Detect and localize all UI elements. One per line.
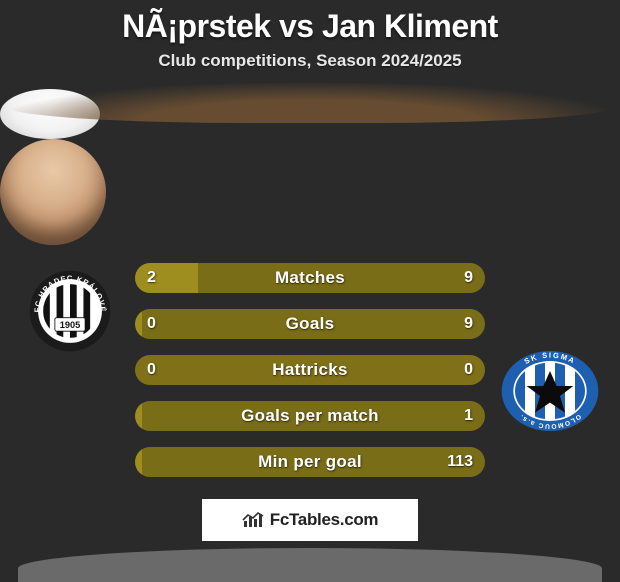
stat-bars: Matches 2 9 Goals 0 9 Hattricks 0 0 Goals per mat… [135, 245, 485, 477]
player-right-avatar [0, 139, 106, 245]
page-title: NÃ¡prstek vs Jan Kliment [0, 0, 620, 51]
team-right-crest: SK SIGMA OLOMOUC a.s. [500, 349, 600, 433]
brand-chart-icon [242, 511, 264, 529]
stat-bar-left-value: 0 [147, 361, 156, 379]
stat-bar-label: Min per goal [258, 452, 362, 472]
stat-bar-label: Goals [286, 314, 335, 334]
stat-bar-label: Goals per match [241, 406, 379, 426]
stat-bar-left-value: 0 [147, 315, 156, 333]
stat-bar-left-fill [135, 309, 142, 339]
stat-bar-right-value: 9 [464, 269, 473, 287]
stat-bar-label: Hattricks [272, 360, 347, 380]
comparison-content: FC HRADEC KRÁLOVÉ 1905 SK SIGMA [0, 89, 620, 580]
stat-bar-right-value: 1 [464, 407, 473, 425]
stat-bar-left-fill [135, 447, 142, 477]
stat-bar-left-fill [135, 263, 198, 293]
stat-bar: Matches 2 9 [135, 263, 485, 293]
crest-left-year: 1905 [60, 320, 81, 330]
stat-bar-right-value: 9 [464, 315, 473, 333]
stat-bar: Min per goal 113 [135, 447, 485, 477]
stat-bar-right-value: 0 [464, 361, 473, 379]
team-left-crest: FC HRADEC KRÁLOVÉ 1905 [28, 269, 112, 353]
stat-bar-left-value: 2 [147, 269, 156, 287]
stat-bar: Hattricks 0 0 [135, 355, 485, 385]
brand-box[interactable]: FcTables.com [202, 499, 418, 541]
stat-bar: Goals per match 1 [135, 401, 485, 431]
stat-bar-left-fill [135, 401, 142, 431]
stat-bar-right-value: 113 [447, 453, 473, 471]
brand-text: FcTables.com [270, 510, 379, 530]
stat-bar-label: Matches [275, 268, 345, 288]
stat-bar: Goals 0 9 [135, 309, 485, 339]
